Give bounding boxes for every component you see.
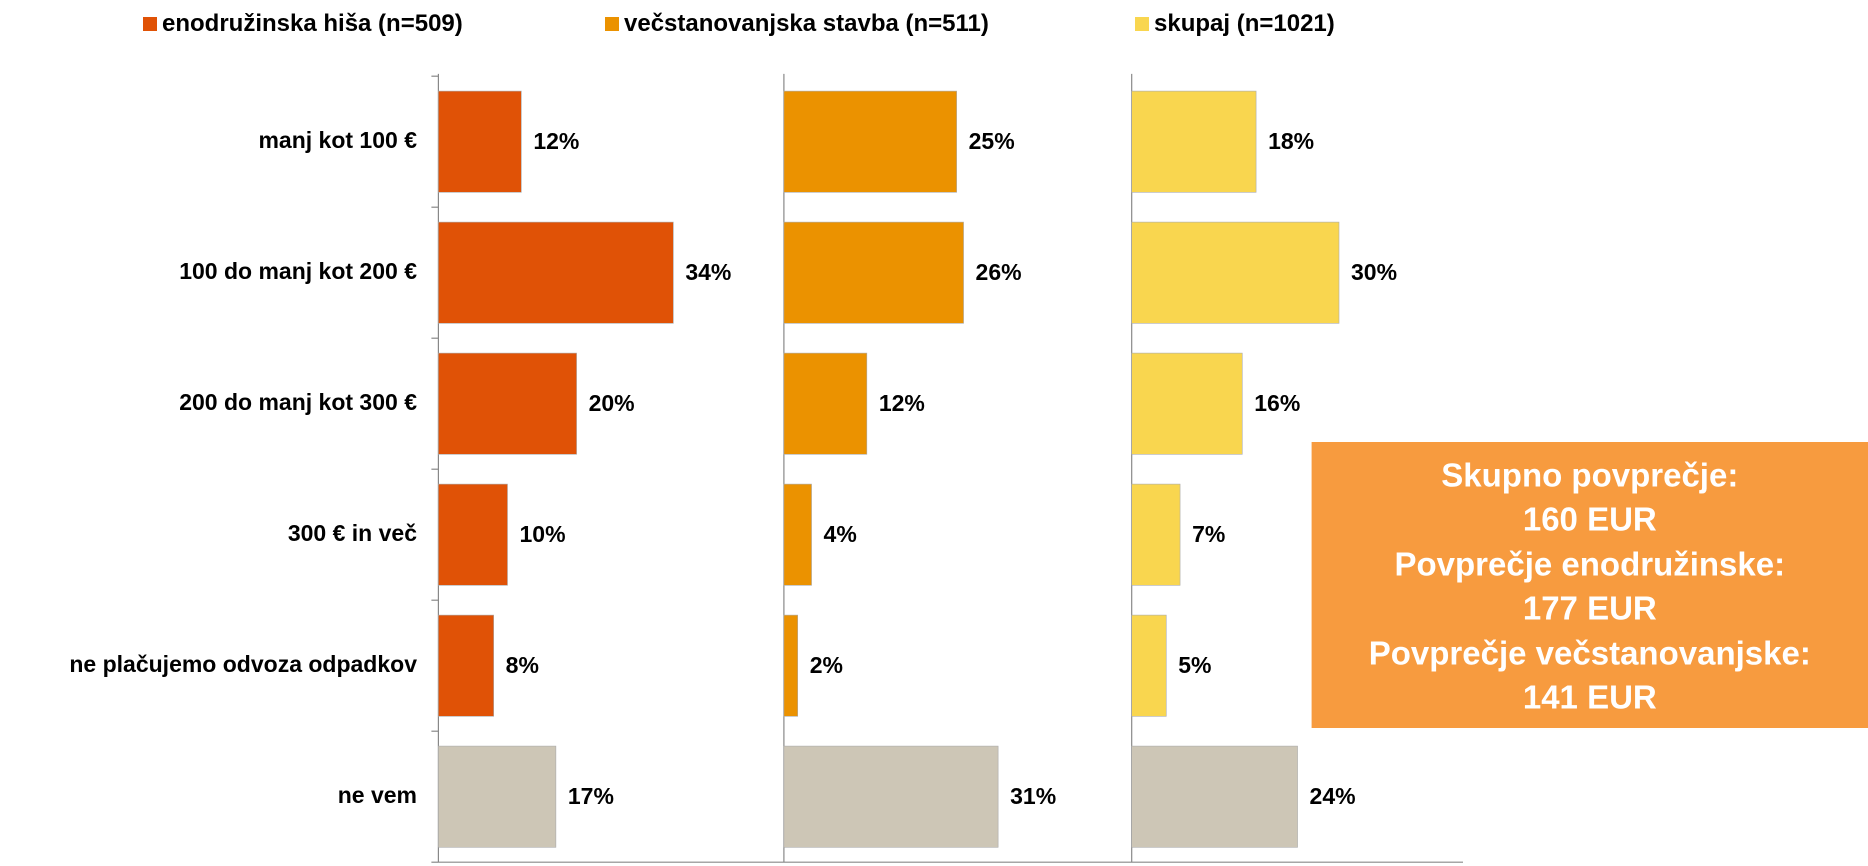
value-label: 31% (1010, 783, 1056, 809)
annotation-text: 141 EUR (1523, 679, 1657, 716)
annotation-text: 177 EUR (1523, 590, 1657, 627)
annotation-text: 160 EUR (1523, 501, 1657, 538)
legend-label: enodružinska hiša (n=509) (162, 10, 463, 37)
value-label: 4% (824, 521, 857, 547)
bar (438, 483, 508, 586)
bar (1131, 352, 1243, 455)
bar (438, 90, 522, 193)
value-label: 17% (568, 783, 614, 809)
bar (1131, 221, 1340, 324)
value-label: 25% (969, 128, 1015, 154)
value-label: 10% (520, 521, 566, 547)
value-label: 34% (685, 259, 731, 285)
value-label: 8% (506, 652, 539, 678)
category-label: 100 do manj kot 200 € (179, 258, 417, 284)
value-label: 24% (1310, 783, 1356, 809)
value-label: 5% (1178, 652, 1211, 678)
value-label: 12% (879, 390, 925, 416)
annotation-text: Povprečje enodružinske: (1394, 546, 1785, 583)
category-label: manj kot 100 € (258, 127, 417, 153)
value-label: 26% (976, 259, 1022, 285)
bar (438, 614, 494, 717)
annotation-text: Povprečje večstanovanjske: (1369, 635, 1811, 672)
category-label: 300 € in več (288, 520, 417, 546)
bar (783, 90, 957, 193)
annotation-box (1311, 442, 1868, 728)
legend-swatch (605, 17, 619, 31)
value-label: 7% (1192, 521, 1225, 547)
category-label: ne plačujemo odvoza odpadkov (69, 651, 417, 677)
bar (783, 483, 812, 586)
legend-label: večstanovanjska stavba (n=511) (624, 10, 989, 37)
category-label: 200 do manj kot 300 € (179, 389, 417, 415)
bar (1131, 483, 1181, 586)
bar (783, 221, 964, 324)
bar (783, 614, 799, 717)
category-label: ne vem (338, 782, 417, 808)
legend-label: skupaj (n=1021) (1154, 10, 1335, 37)
bar (438, 221, 674, 324)
bar (438, 352, 577, 455)
value-label: 16% (1254, 390, 1300, 416)
bar (783, 352, 868, 455)
annotation-text: Skupno povprečje: (1441, 456, 1738, 493)
legend-swatch (143, 17, 157, 31)
value-label: 18% (1268, 128, 1314, 154)
value-label: 12% (533, 128, 579, 154)
bar (1131, 745, 1298, 848)
value-label: 2% (810, 652, 843, 678)
bar (438, 745, 557, 848)
bar (1131, 614, 1167, 717)
legend-swatch (1135, 17, 1149, 31)
value-label: 20% (589, 390, 635, 416)
bar (783, 745, 999, 848)
value-label: 30% (1351, 259, 1397, 285)
bar (1131, 90, 1257, 193)
